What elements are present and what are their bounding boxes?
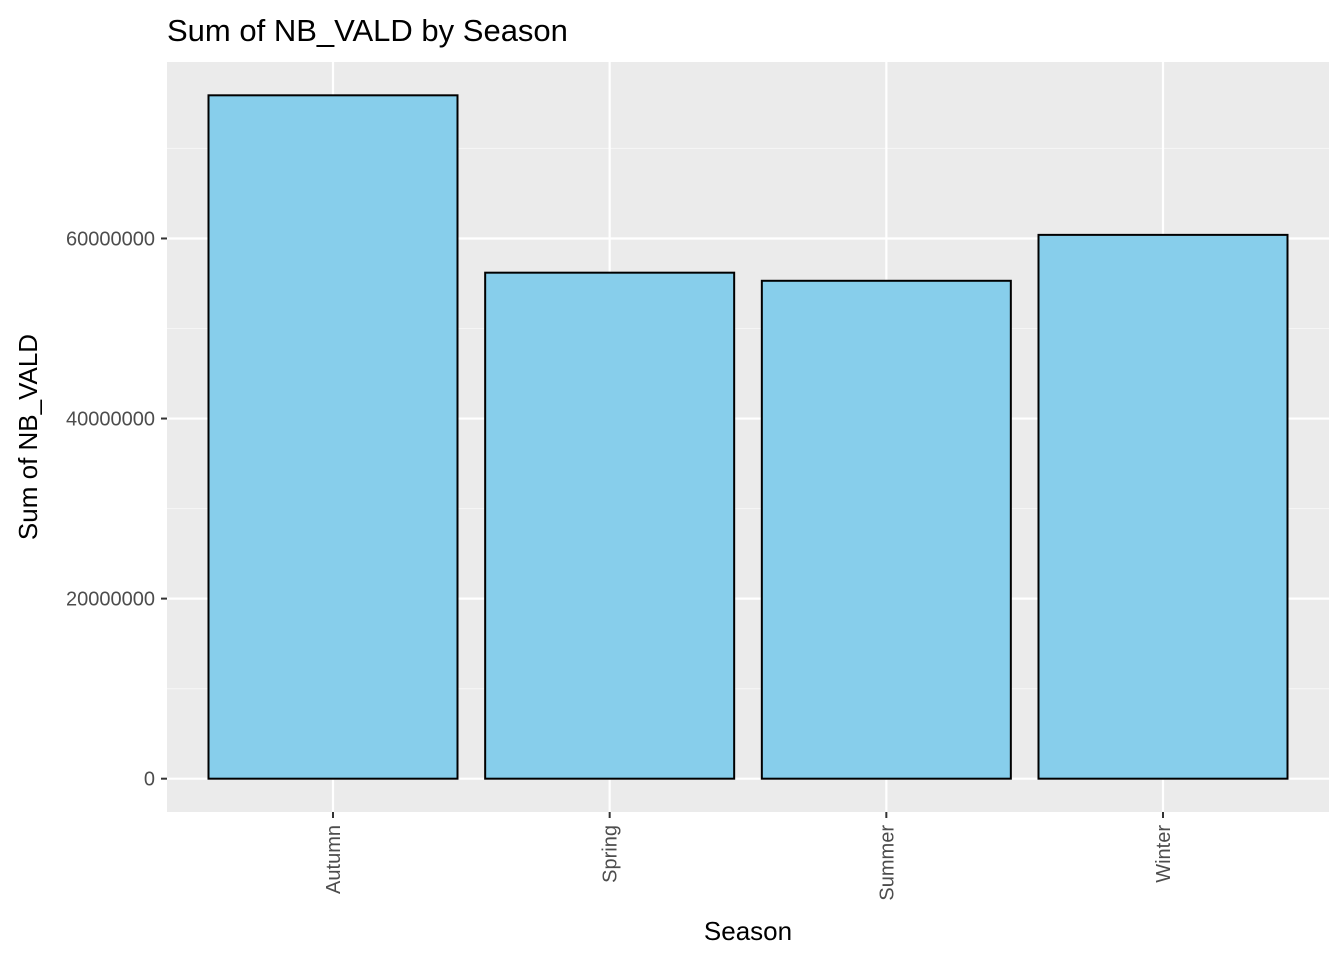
bar-autumn: [207, 94, 459, 780]
bar-spring: [484, 271, 736, 780]
x-axis-title: Season: [704, 916, 792, 946]
x-tick-label: Winter: [1153, 825, 1175, 883]
y-tick-label: 0: [144, 769, 155, 791]
y-axis: 0 20000000 40000000 60000000: [66, 228, 167, 791]
y-tick-label: 20000000: [66, 589, 155, 611]
x-tick-label: Summer: [876, 825, 898, 901]
x-tick-label: Spring: [600, 825, 622, 883]
chart-title: Sum of NB_VALD by Season: [167, 13, 568, 48]
x-axis: Autumn Spring Summer Winter: [323, 812, 1175, 901]
bars: [207, 94, 1289, 780]
bar-winter: [1037, 233, 1289, 780]
y-tick-label: 40000000: [66, 409, 155, 431]
bar-summer: [760, 279, 1012, 780]
y-axis-title: Sum of NB_VALD: [13, 334, 43, 540]
x-tick-label: Autumn: [323, 825, 345, 894]
y-tick-label: 60000000: [66, 228, 155, 250]
